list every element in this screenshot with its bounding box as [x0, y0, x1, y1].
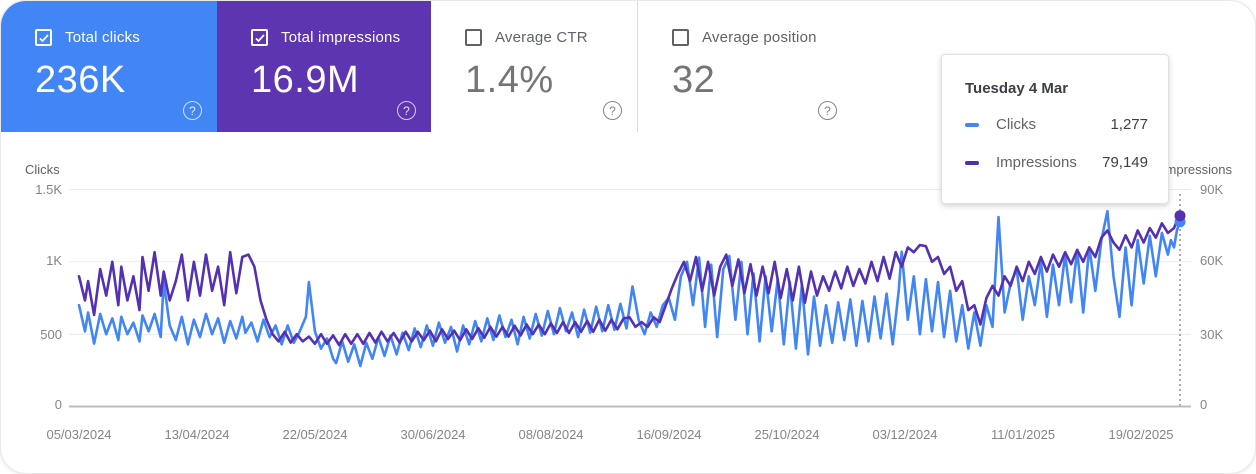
right-axis-tick: 30K	[1200, 327, 1224, 342]
card-average-ctr[interactable]: Average CTR 1.4% ?	[431, 1, 638, 132]
x-axis-tick: 03/12/2024	[872, 427, 938, 442]
impressions-hover-dot	[1174, 210, 1186, 222]
tooltip-label: Impressions	[996, 154, 1077, 171]
x-axis-tick: 13/04/2024	[164, 427, 230, 442]
clicks-line	[77, 209, 1182, 368]
total-impressions-value: 16.9M	[251, 59, 360, 101]
x-axis-tick: 19/02/2025	[1108, 427, 1174, 442]
total-impressions-checkbox[interactable]	[251, 29, 268, 46]
average-position-value: 32	[672, 59, 716, 101]
total-clicks-value: 236K	[35, 59, 126, 101]
total-clicks-checkbox[interactable]	[35, 29, 52, 46]
help-icon[interactable]: ?	[818, 101, 837, 120]
card-average-position[interactable]: Average position 32 ?	[638, 1, 852, 132]
card-total-clicks[interactable]: Total clicks 236K ?	[1, 1, 217, 132]
metric-cards-row: Total clicks 236K ? Total impressions 16…	[1, 1, 852, 132]
clicks-hover-dot	[1174, 216, 1186, 228]
tooltip-row-clicks: Clicks 1,277	[965, 116, 1148, 133]
tooltip-label: Clicks	[996, 116, 1036, 133]
x-axis-tick: 22/05/2024	[282, 427, 348, 442]
average-position-checkbox[interactable]	[672, 29, 689, 46]
help-icon[interactable]: ?	[183, 101, 202, 120]
help-icon[interactable]: ?	[603, 101, 622, 120]
right-axis-title: Impressions	[1161, 162, 1232, 177]
x-axis-tick: 25/10/2024	[754, 427, 820, 442]
x-axis-tick: 30/06/2024	[400, 427, 466, 442]
left-axis-tick: 1K	[46, 253, 62, 268]
x-axis-tick: 08/08/2024	[518, 427, 584, 442]
card-label: Total impressions	[281, 29, 401, 46]
tooltip-impressions-value: 79,149	[1102, 154, 1148, 171]
chart-tooltip: Tuesday 4 Mar Clicks 1,277 Impressions 7…	[941, 54, 1169, 204]
right-axis-tick: 60K	[1200, 253, 1224, 268]
help-icon[interactable]: ?	[397, 101, 416, 120]
tooltip-date: Tuesday 4 Mar	[965, 80, 1069, 97]
left-axis-title: Clicks	[25, 162, 60, 177]
tooltip-clicks-value: 1,277	[1110, 116, 1148, 133]
left-axis-tick: 0	[54, 397, 62, 412]
card-total-impressions[interactable]: Total impressions 16.9M ?	[217, 1, 431, 132]
x-axis-tick: 11/01/2025	[990, 427, 1056, 442]
left-axis-tick: 500	[40, 327, 62, 342]
right-axis-tick: 90K	[1200, 182, 1224, 197]
right-axis-tick: 0	[1200, 397, 1208, 412]
tooltip-row-impressions: Impressions 79,149	[965, 154, 1148, 171]
checkmark-icon	[38, 33, 49, 42]
card-label: Average position	[702, 29, 817, 46]
average-ctr-checkbox[interactable]	[465, 29, 482, 46]
clicks-series-swatch	[965, 122, 979, 127]
impressions-line	[77, 214, 1182, 347]
impressions-series-swatch	[965, 160, 979, 165]
left-axis-tick: 1.5K	[35, 182, 62, 197]
checkmark-icon	[254, 33, 265, 42]
x-axis-tick: 05/03/2024	[46, 427, 112, 442]
x-axis-tick: 16/09/2024	[636, 427, 702, 442]
average-ctr-value: 1.4%	[465, 59, 554, 101]
card-label: Average CTR	[495, 29, 588, 46]
card-label: Total clicks	[65, 29, 140, 46]
